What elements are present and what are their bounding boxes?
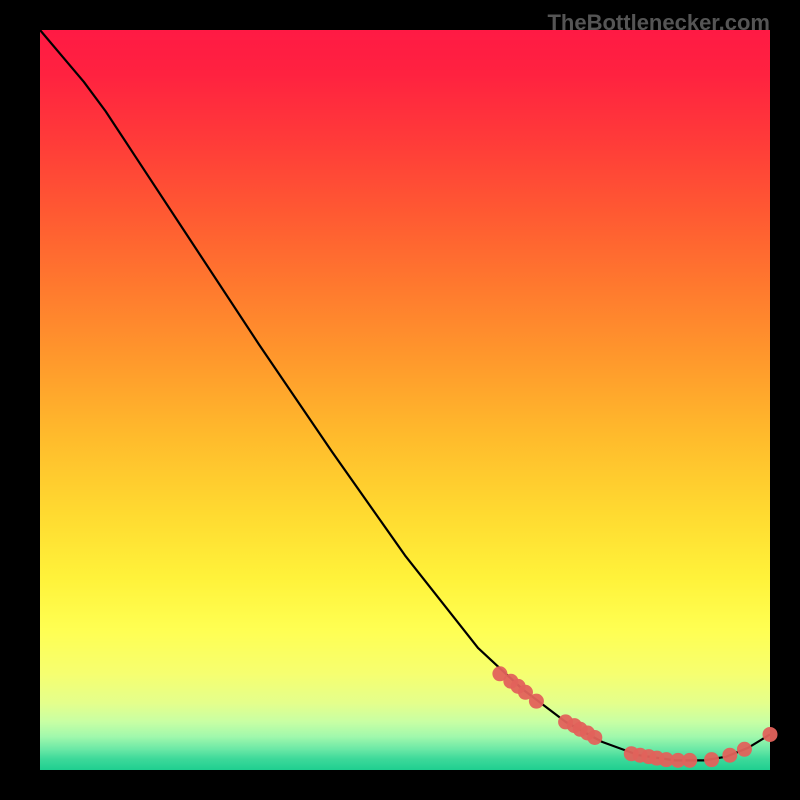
data-marker — [682, 753, 697, 768]
data-marker — [529, 694, 544, 709]
curve-layer — [0, 0, 800, 800]
data-marker — [722, 748, 737, 763]
data-marker — [763, 727, 778, 742]
data-marker — [704, 752, 719, 767]
data-marker — [587, 730, 602, 745]
data-marker — [737, 742, 752, 757]
bottleneck-curve — [40, 30, 770, 760]
marker-group — [492, 666, 777, 768]
watermark-text: TheBottlenecker.com — [547, 10, 770, 36]
